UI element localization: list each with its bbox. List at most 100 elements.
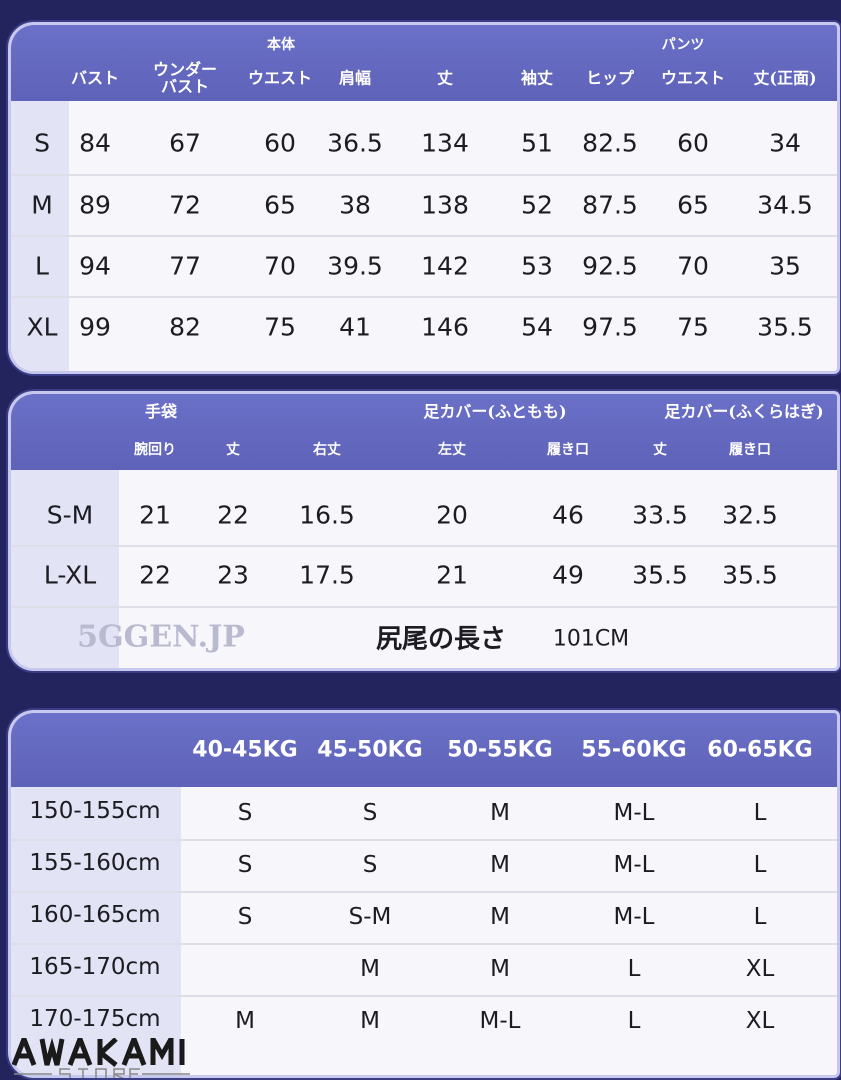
column-header: 60-65KG xyxy=(707,737,813,763)
table-cell: M xyxy=(490,800,510,826)
column-header: 右丈 xyxy=(313,442,341,458)
column-header: 丈 xyxy=(436,68,454,88)
table-cell: L xyxy=(753,852,767,878)
table-cell: 23 xyxy=(217,560,249,590)
column-header: 丈 xyxy=(653,442,667,458)
column-header: ヒップ xyxy=(585,68,635,88)
column-header: 履き口 xyxy=(547,442,589,458)
table-cell: L xyxy=(627,956,641,982)
table-cell: 54 xyxy=(521,312,553,342)
table-cell: S xyxy=(237,852,253,878)
table-cell: 70 xyxy=(264,251,296,281)
column-header: 履き口 xyxy=(729,442,771,458)
table-cell: 21 xyxy=(139,500,171,530)
table-cell: 89 xyxy=(79,190,111,220)
column-header: 肩幅 xyxy=(338,68,372,88)
height-label: 150-155cm xyxy=(29,798,161,824)
table-cell: 60 xyxy=(677,128,709,158)
size-label: XL xyxy=(26,312,58,342)
table-cell: 77 xyxy=(169,251,201,281)
column-header: ウエスト xyxy=(247,68,313,88)
table-cell: 16.5 xyxy=(299,500,355,530)
table-cell: XL xyxy=(745,1008,775,1034)
table-cell: M xyxy=(235,1008,255,1034)
table-cell: 41 xyxy=(339,312,371,342)
height-column xyxy=(11,787,181,1075)
table-cell: 65 xyxy=(264,190,296,220)
table-cell: 17.5 xyxy=(299,560,355,590)
table-cell: 82.5 xyxy=(582,128,638,158)
table-cell: 75 xyxy=(677,312,709,342)
column-header: 丈(正面) xyxy=(753,68,817,88)
height-label: 165-170cm xyxy=(29,954,161,980)
column-header: バスト xyxy=(70,68,120,88)
row-divider xyxy=(11,174,837,176)
table-cell: 97.5 xyxy=(582,312,638,342)
row-divider xyxy=(11,891,837,893)
column-header: 45-50KG xyxy=(317,737,423,763)
size-label: L xyxy=(35,251,49,281)
row-divider xyxy=(11,606,837,608)
table-cell: S xyxy=(362,852,378,878)
table-cell: 35.5 xyxy=(757,312,813,342)
table-cell: 84 xyxy=(79,128,111,158)
column-header: ウエスト xyxy=(660,68,726,88)
table-cell: M xyxy=(490,904,510,930)
column-header: 腕回り xyxy=(134,442,176,458)
table-cell: 34.5 xyxy=(757,190,813,220)
table-cell: 21 xyxy=(436,560,468,590)
table-cell: 35.5 xyxy=(632,560,688,590)
table-cell: 146 xyxy=(421,312,469,342)
table-header xyxy=(11,25,837,101)
group-header: パンツ xyxy=(661,37,705,53)
table-cell: 142 xyxy=(421,251,469,281)
table-header xyxy=(11,394,837,470)
table-cell: M-L xyxy=(613,852,655,878)
row-divider xyxy=(11,296,837,298)
table-cell: M xyxy=(360,1008,380,1034)
table-header xyxy=(11,713,837,787)
table-cell: 134 xyxy=(421,128,469,158)
table-cell: 33.5 xyxy=(632,500,688,530)
column-header: 55-60KG xyxy=(581,737,687,763)
size-label: S xyxy=(34,128,50,158)
size-column xyxy=(11,470,119,668)
size-label: L-XL xyxy=(43,560,97,590)
column-header: 左丈 xyxy=(438,442,466,458)
table-cell: M-L xyxy=(613,904,655,930)
row-divider xyxy=(11,235,837,237)
size-guide-table: 40-45KG 45-50KG 50-55KG 55-60KG 60-65KG 150-1… xyxy=(8,710,840,1078)
size-label: S-M xyxy=(46,500,94,530)
table-cell: S xyxy=(237,800,253,826)
table-cell: 38 xyxy=(339,190,371,220)
table-cell: M-L xyxy=(479,1008,521,1034)
column-header: 40-45KG xyxy=(192,737,298,763)
group-header: 足カバー(ふともも) xyxy=(423,402,567,421)
table-cell: 70 xyxy=(677,251,709,281)
table-cell: M xyxy=(360,956,380,982)
table-cell: 75 xyxy=(264,312,296,342)
group-header: 手袋 xyxy=(144,402,178,421)
height-label: 160-165cm xyxy=(29,902,161,928)
table-cell: L xyxy=(627,1008,641,1034)
table-cell: M-L xyxy=(613,800,655,826)
size-label: M xyxy=(31,190,53,220)
table-cell: S xyxy=(362,800,378,826)
table-cell: 46 xyxy=(552,500,584,530)
table-cell: 36.5 xyxy=(327,128,383,158)
table-cell: S-M xyxy=(348,904,392,930)
group-header: 本体 xyxy=(267,37,295,53)
height-label: 155-160cm xyxy=(29,850,161,876)
table-cell: 60 xyxy=(264,128,296,158)
table-cell: 22 xyxy=(139,560,171,590)
table-cell: 52 xyxy=(521,190,553,220)
table-cell: 138 xyxy=(421,190,469,220)
tail-length-value: 101CM xyxy=(552,626,630,652)
accessory-size-table: 手袋 足カバー(ふともも) 足カバー(ふくらはぎ) 腕回り 丈 右丈 左丈 履き口 丈 履き口 S-… xyxy=(8,391,840,671)
table-cell: 53 xyxy=(521,251,553,281)
table-cell: L xyxy=(753,904,767,930)
table-cell: 82 xyxy=(169,312,201,342)
table-cell: 34 xyxy=(769,128,801,158)
height-label: 170-175cm xyxy=(29,1006,161,1032)
table-cell: 49 xyxy=(552,560,584,590)
